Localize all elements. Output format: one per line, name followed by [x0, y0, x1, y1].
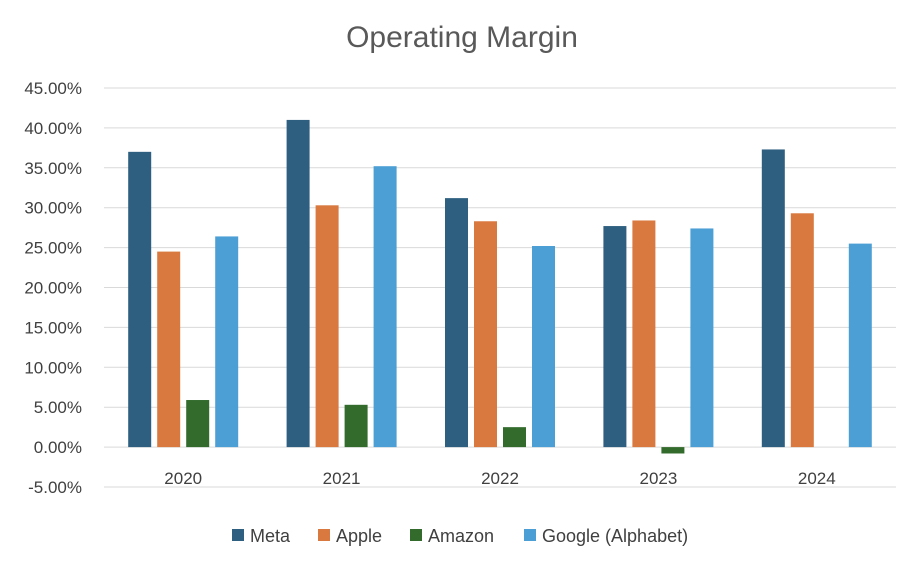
bar-google-alphabet-2024 [848, 243, 872, 448]
y-tick-label: 5.00% [34, 398, 82, 417]
bar-apple-2022 [474, 221, 497, 448]
bar-google-alphabet-2023 [690, 228, 714, 448]
legend-swatch [318, 529, 330, 541]
bar-google-alphabet-2022 [532, 246, 555, 448]
y-axis-tick-labels: -5.00% 0.00% 5.00% 10.00% 15.00% 20.00% 25.00%… [24, 79, 82, 497]
bar-amazon-2022 [503, 427, 526, 448]
bar-amazon-2020 [186, 400, 210, 448]
x-category-label: 2022 [481, 469, 519, 488]
y-tick-label: 30.00% [24, 199, 82, 218]
x-category-label: 2023 [639, 469, 677, 488]
y-tick-label: 40.00% [24, 119, 82, 138]
y-tick-label: -5.00% [28, 478, 82, 497]
bar-apple-2023 [632, 220, 656, 448]
bar-amazon-2021 [344, 404, 368, 448]
legend-item: Amazon [410, 526, 494, 546]
legend-label: Meta [250, 526, 291, 546]
bar-apple-2021 [315, 205, 339, 448]
x-category-label: 2020 [164, 469, 202, 488]
bar-meta-2023 [603, 226, 627, 448]
legend-swatch [524, 529, 536, 541]
bars [128, 119, 872, 454]
legend-item: Apple [318, 526, 382, 546]
bar-meta-2021 [286, 119, 310, 448]
y-tick-label: 35.00% [24, 159, 82, 178]
bar-meta-2020 [128, 151, 152, 448]
legend-label: Amazon [428, 526, 494, 546]
legend-label: Apple [336, 526, 382, 546]
bar-google-alphabet-2020 [215, 236, 239, 448]
x-axis-category-labels: 2020 2021 2022 2023 2024 [164, 469, 835, 488]
bar-meta-2022 [445, 198, 468, 448]
bar-apple-2024 [790, 213, 814, 448]
legend-label: Google (Alphabet) [542, 526, 688, 546]
bar-meta-2024 [761, 149, 785, 448]
bar-amazon-2023 [661, 447, 685, 454]
x-category-label: 2024 [798, 469, 836, 488]
y-tick-label: 0.00% [34, 438, 82, 457]
bar-apple-2020 [157, 251, 181, 448]
y-tick-label: 10.00% [24, 358, 82, 377]
chart-title: Operating Margin [346, 21, 578, 54]
legend-item: Meta [232, 526, 291, 546]
legend-swatch [232, 529, 244, 541]
y-tick-label: 25.00% [24, 239, 82, 258]
y-tick-label: 15.00% [24, 318, 82, 337]
y-tick-label: 20.00% [24, 279, 82, 298]
legend-item: Google (Alphabet) [524, 526, 688, 546]
legend: Meta Apple Amazon Google (Alphabet) [232, 526, 688, 546]
bar-google-alphabet-2021 [373, 166, 397, 448]
y-tick-label: 45.00% [24, 79, 82, 98]
legend-swatch [410, 529, 422, 541]
x-category-label: 2021 [323, 469, 361, 488]
